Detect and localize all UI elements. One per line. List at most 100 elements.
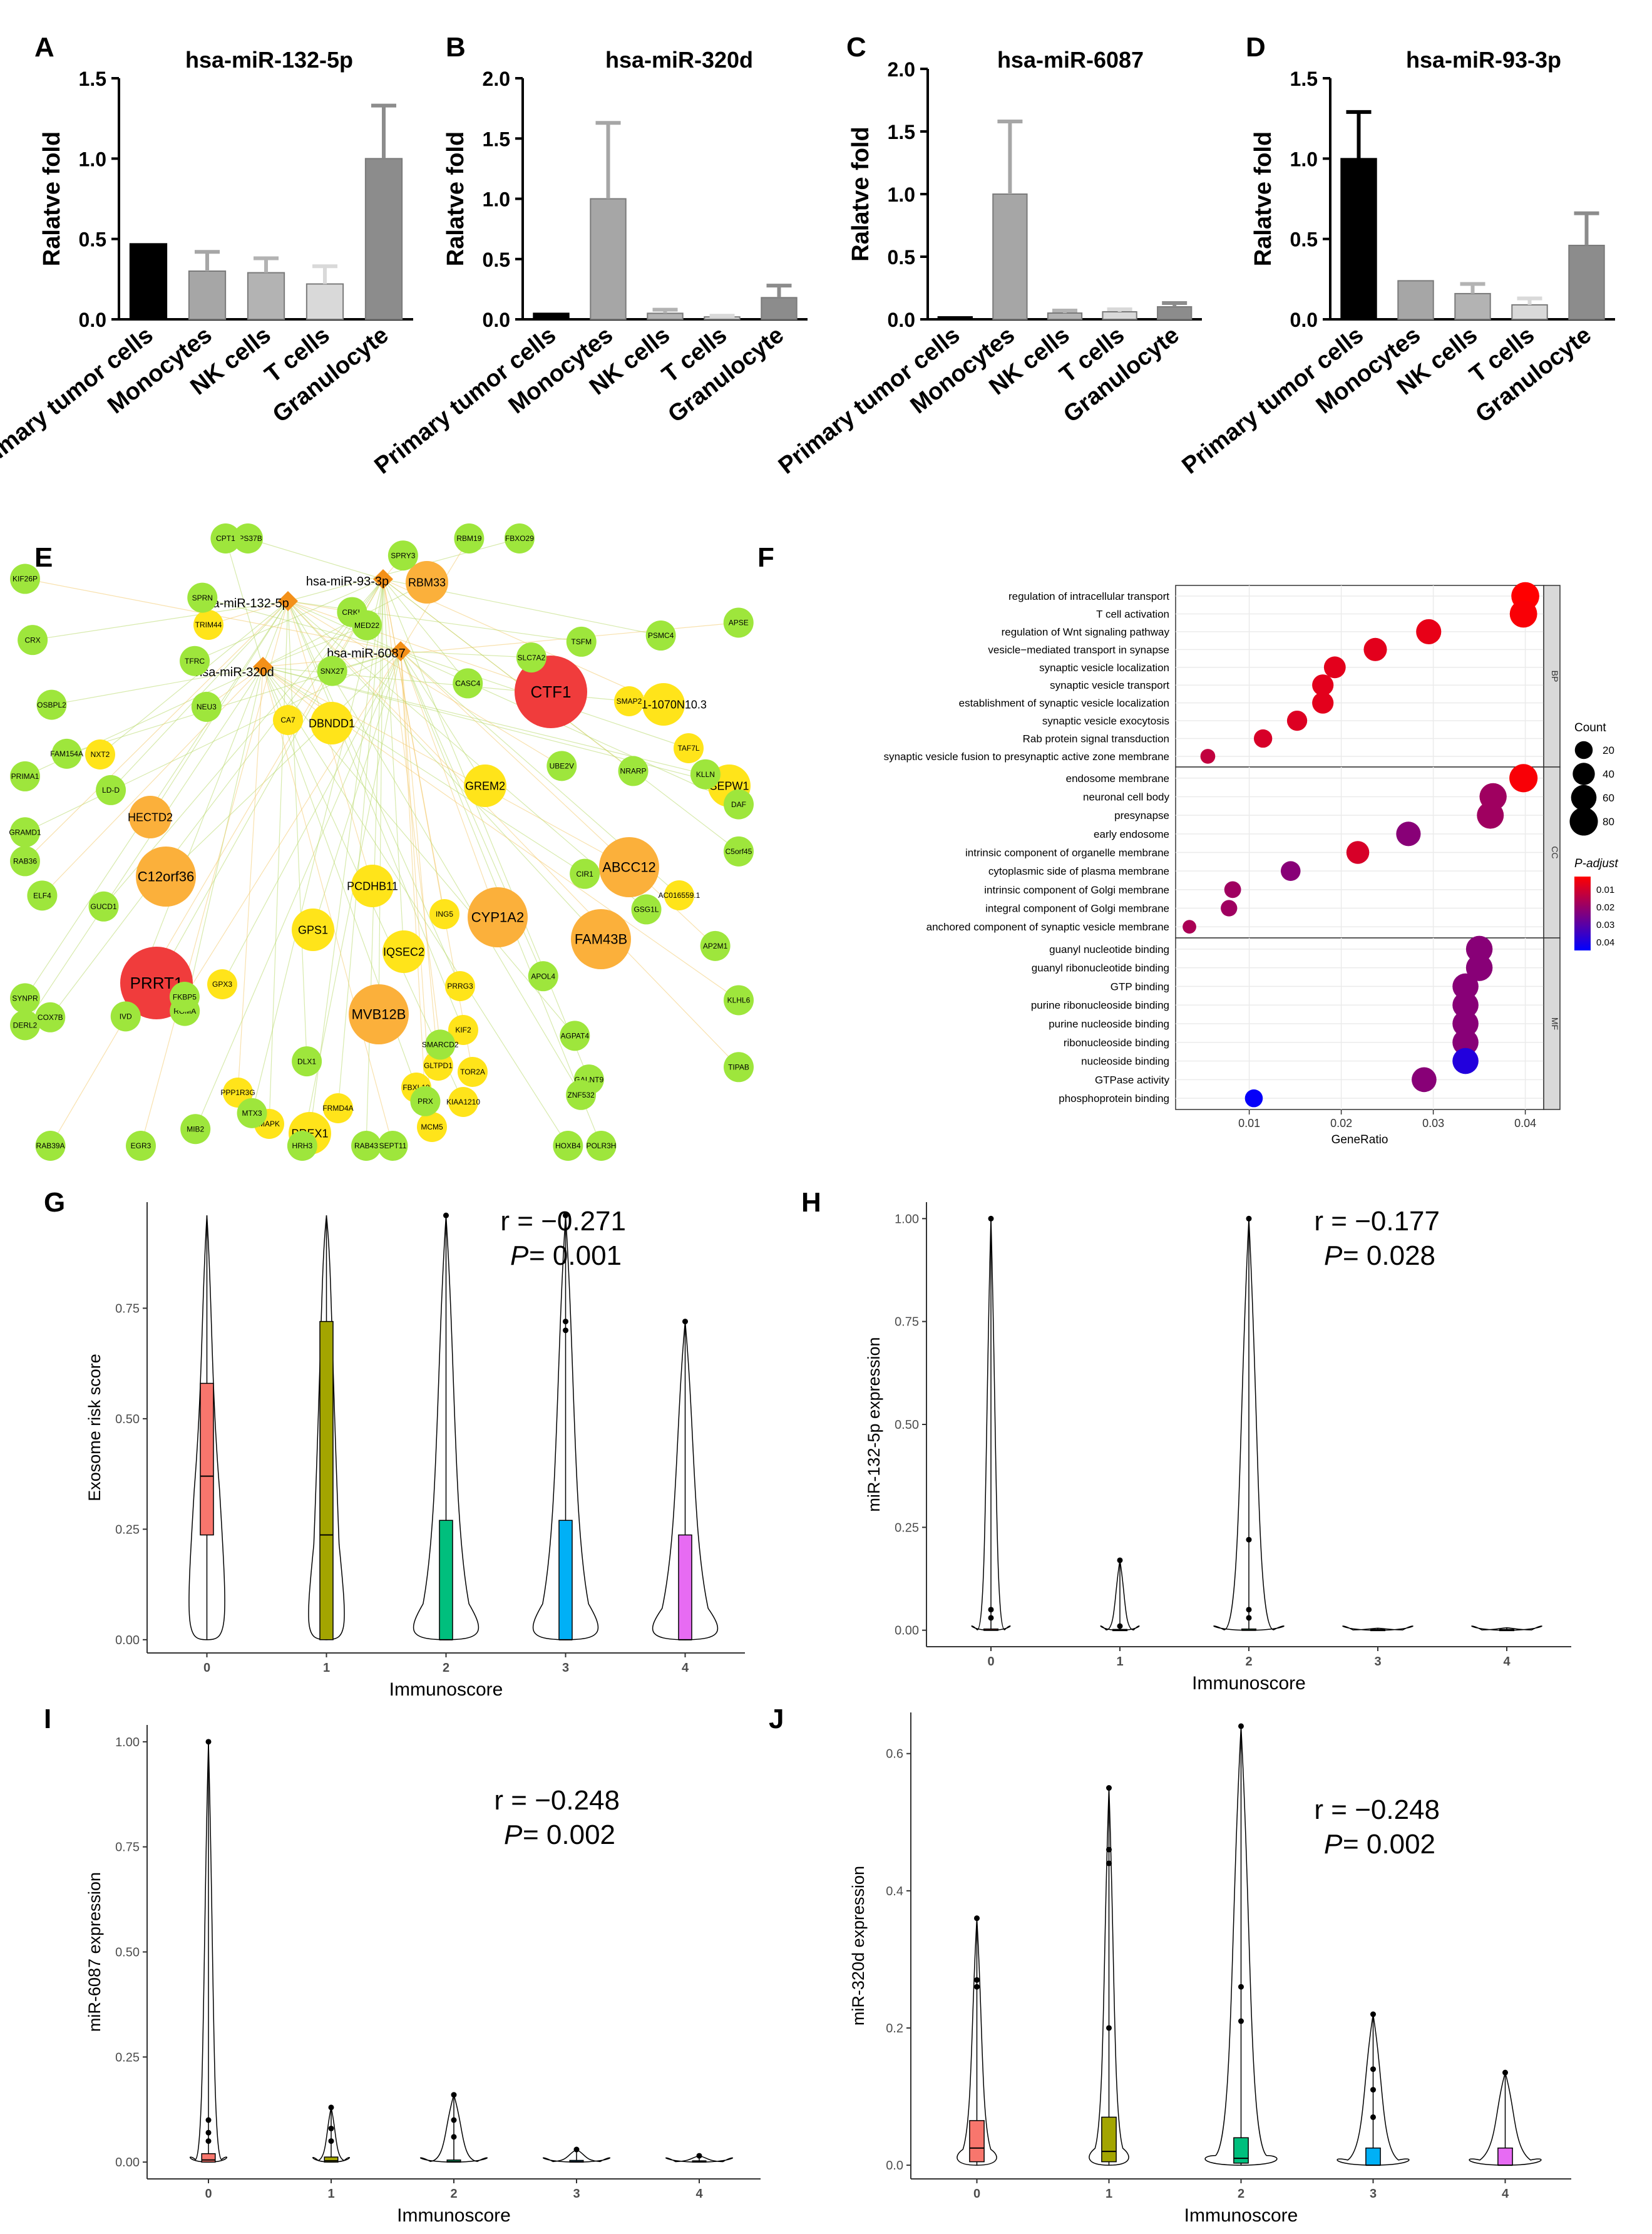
legend-size-label: 80 [1603, 816, 1614, 828]
outlier-point [205, 2129, 212, 2136]
y-tick-label: 1.5 [1290, 68, 1318, 90]
y-tick-label: 1.00 [115, 1736, 140, 1749]
stat-p-label: P [1324, 1240, 1343, 1271]
network-edge [225, 538, 264, 667]
gene-label: PRRG3 [447, 982, 473, 991]
gene-node [88, 891, 119, 922]
y-tick-label: 2.0 [483, 68, 510, 90]
bar-nk-cells [1454, 292, 1491, 320]
term-dot [1452, 973, 1479, 1000]
gene-node [310, 702, 353, 744]
x-tick-label: 3 [573, 2187, 580, 2201]
network-edge [400, 651, 426, 1101]
panel-frame [1175, 585, 1544, 768]
gene-node [642, 683, 685, 726]
gene-node [553, 1131, 583, 1161]
gene-node [468, 887, 528, 947]
gene-node [406, 561, 448, 604]
bar-monocytes [1397, 280, 1434, 320]
gene-label: CYP1A2 [471, 910, 524, 925]
x-tick-label: 3 [1370, 2187, 1377, 2201]
term-dot [1323, 656, 1346, 679]
outlier-point [974, 1984, 980, 1990]
x-tick-label: 0 [205, 2187, 212, 2201]
x-axis-label: Immunoscore [1184, 2205, 1298, 2226]
gene-label: TAF7L [677, 744, 699, 753]
gene-node [85, 739, 115, 770]
y-tick-label: 1.0 [888, 183, 915, 206]
network-edge [24, 600, 289, 862]
gene-node [352, 610, 382, 641]
gene-node [724, 789, 754, 820]
gene-label: MTX3 [242, 1109, 262, 1118]
network-edge [287, 579, 384, 721]
y-tick-label: 0.50 [115, 1946, 140, 1960]
outlier-point [205, 1739, 212, 1745]
term-dot [1477, 801, 1504, 829]
y-tick-label: 0.75 [115, 1841, 140, 1855]
y-tick-label: 0.5 [79, 229, 106, 251]
panel-letter-g: G [44, 1187, 65, 1218]
network-edge [33, 600, 289, 641]
term-label: cytoplasmic side of plasma membrane [988, 865, 1169, 877]
gene-label: GSG1L [634, 905, 659, 914]
x-tick-label: 4 [682, 1661, 689, 1675]
gene-label: HRH3 [292, 1141, 313, 1150]
bar-primary-tumor-cells [937, 316, 973, 320]
y-axis-label: Ralatve fold [1250, 131, 1276, 266]
gene-node [454, 523, 485, 553]
y-tick-label: 0.5 [1290, 229, 1318, 251]
network-edge [287, 600, 307, 1062]
facet-strip [1543, 585, 1561, 768]
gene-node [571, 909, 631, 969]
y-tick-label: 0.00 [115, 1634, 140, 1647]
network-edge [262, 666, 568, 1146]
mirna-network: hsa-miR-132-5p hsa-miR-93-3p hsa-miR-6087 h… [9, 523, 754, 1161]
facet-label: BP [1550, 671, 1560, 682]
outlier-point [563, 1212, 568, 1218]
network-edge [287, 600, 562, 766]
gene-node [10, 761, 40, 791]
network-edge [382, 579, 441, 1045]
term-label: guanyl ribonucleotide binding [1032, 962, 1169, 974]
network-edge [100, 600, 289, 755]
x-axis-label: Immunoscore [389, 1679, 503, 1700]
y-tick-label: 0.0 [483, 309, 510, 331]
bar-granulocyte [1157, 306, 1193, 320]
network-edge [184, 651, 401, 997]
outlier-point [1246, 1615, 1252, 1621]
gene-label: SEPT11 [379, 1141, 407, 1150]
bar-granulocyte [761, 297, 798, 321]
network-edge [41, 666, 264, 896]
gene-label: FBXO29 [505, 534, 534, 543]
term-label: synaptic vesicle transport [1050, 679, 1169, 691]
outlier-point [563, 1327, 568, 1334]
term-dot [1286, 710, 1308, 731]
term-label: purine ribonucleoside binding [1031, 999, 1169, 1011]
term-label: synaptic vesicle exocytosis [1042, 715, 1169, 727]
chart-title: hsa-miR-6087 [997, 47, 1144, 73]
gene-label: ABCC12 [602, 860, 656, 875]
gene-label: OSBPL2 [37, 701, 66, 709]
gene-label: PPP1R3G [220, 1088, 255, 1097]
term-label: synaptic vesicle localization [1039, 662, 1169, 674]
outlier-point [696, 2153, 702, 2159]
term-label: regulation of intracellular transport [1008, 590, 1169, 602]
gene-label: GREM2 [465, 780, 505, 792]
gene-node [292, 1046, 322, 1077]
gene-label: RBM33 [408, 576, 446, 589]
gene-label: PRX [418, 1097, 433, 1106]
bar-granulocyte [1568, 244, 1605, 320]
outlier-point [682, 1319, 688, 1325]
panel-letter-d: D [1246, 32, 1266, 63]
gene-node [599, 837, 659, 897]
stat-p-label: P [510, 1240, 529, 1271]
outlier-point [1117, 1557, 1123, 1563]
stat-p-value: = 0.002 [1343, 1829, 1435, 1860]
term-label: neuronal cell body [1083, 791, 1169, 803]
network-edge [140, 600, 289, 1146]
box [1365, 2147, 1381, 2166]
y-tick-label: 0.50 [895, 1418, 919, 1432]
x-tick-label: 1 [1116, 1655, 1123, 1669]
box [558, 1520, 573, 1640]
